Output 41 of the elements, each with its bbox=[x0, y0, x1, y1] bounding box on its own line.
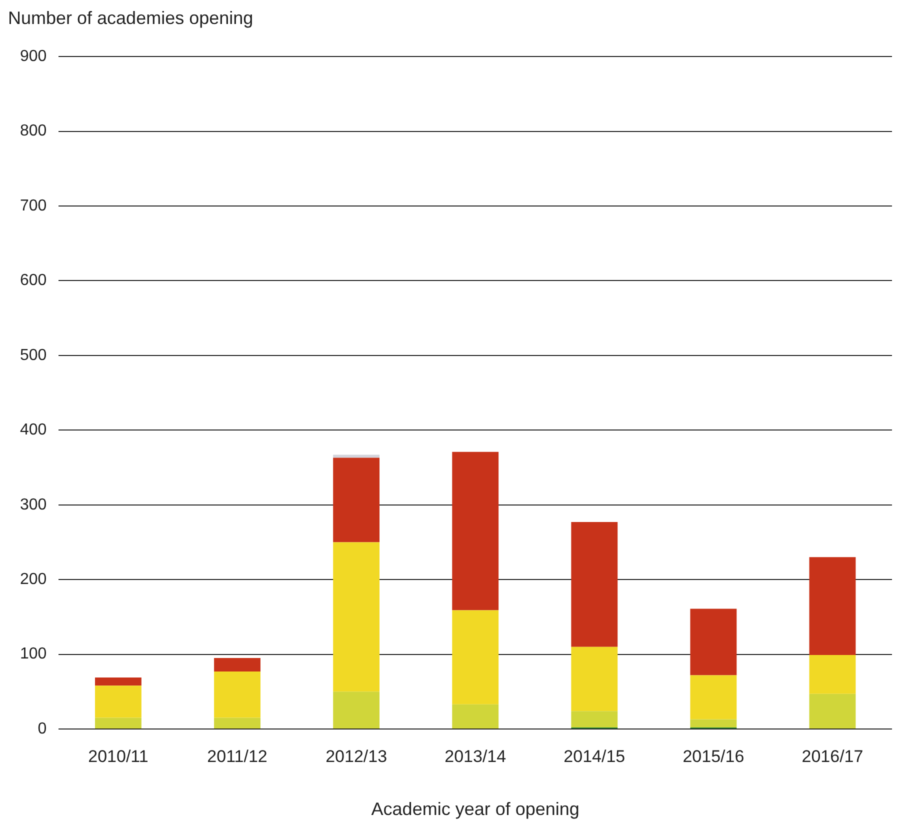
bar bbox=[452, 610, 499, 704]
y-tick-label: 400 bbox=[20, 422, 47, 439]
y-tick-label: 500 bbox=[20, 346, 47, 364]
bar bbox=[452, 452, 499, 610]
bar bbox=[809, 557, 856, 656]
x-tick-label: 2015/16 bbox=[682, 746, 744, 766]
y-tick-label: 800 bbox=[20, 122, 47, 140]
x-tick-label: 2013/14 bbox=[444, 746, 506, 766]
bar bbox=[809, 655, 856, 694]
bar bbox=[690, 675, 737, 720]
y-tick-label: 100 bbox=[20, 646, 47, 663]
x-tick-label: 2016/17 bbox=[802, 746, 864, 766]
x-axis-title: Academic year of opening bbox=[371, 799, 580, 820]
bar bbox=[809, 694, 856, 728]
y-axis-title: Number of academies opening bbox=[8, 8, 254, 29]
bar bbox=[571, 711, 618, 728]
bar bbox=[95, 677, 142, 686]
bar bbox=[95, 718, 142, 728]
y-tick-label: 900 bbox=[20, 48, 47, 66]
y-tick-label: 600 bbox=[20, 272, 47, 290]
bar bbox=[214, 718, 260, 728]
bar bbox=[452, 704, 499, 728]
bar bbox=[690, 608, 737, 676]
y-tick-label: 300 bbox=[20, 496, 47, 514]
y-tick-label: 0 bbox=[38, 720, 47, 738]
y-tick-label: 700 bbox=[20, 197, 47, 214]
bar bbox=[333, 458, 380, 542]
y-tick-label: 200 bbox=[20, 570, 47, 588]
bar bbox=[571, 646, 618, 712]
bar bbox=[214, 658, 260, 672]
bar bbox=[214, 671, 260, 718]
x-tick-label: 2011/12 bbox=[207, 746, 268, 766]
bar bbox=[571, 522, 618, 647]
bar bbox=[333, 692, 380, 728]
bar bbox=[95, 686, 142, 718]
x-tick-label: 2012/13 bbox=[326, 746, 388, 766]
bar bbox=[690, 719, 737, 728]
bar bbox=[333, 542, 380, 692]
bar bbox=[333, 454, 380, 458]
x-tick-label: 2010/11 bbox=[88, 746, 148, 766]
x-tick-label: 2014/15 bbox=[564, 746, 626, 766]
